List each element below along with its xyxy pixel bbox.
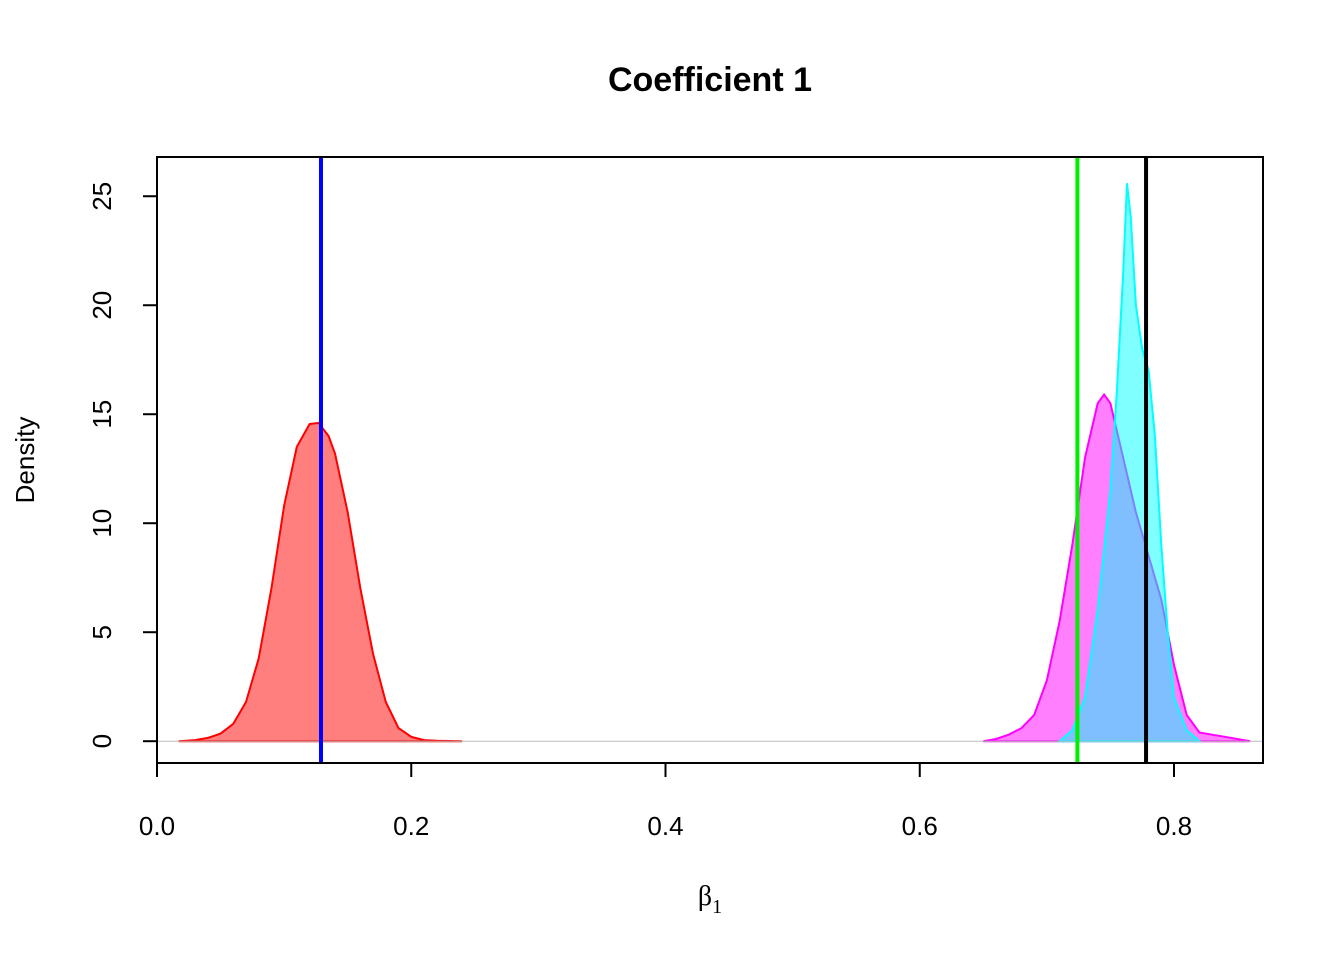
density-area-3	[1056, 183, 1203, 743]
x-tick-label: 0.4	[647, 811, 683, 841]
y-tick-label: 5	[87, 625, 117, 639]
y-axis: 0 5 10 15 20 25	[87, 182, 158, 748]
x-axis-label: β1	[698, 881, 722, 918]
x-tick-label: 0.2	[393, 811, 429, 841]
chart-title: Coefficient 1	[608, 61, 812, 99]
y-tick-label: 25	[87, 182, 117, 211]
x-tick-label: 0.8	[1156, 811, 1192, 841]
series-layer	[178, 183, 1251, 743]
x-axis-label-symbol: β	[698, 881, 712, 912]
x-axis-label-subscript: 1	[712, 896, 722, 918]
y-tick-label: 15	[87, 400, 117, 429]
y-axis-label: Density	[10, 417, 40, 504]
x-tick-label: 0.6	[902, 811, 938, 841]
x-tick-label: 0.0	[139, 811, 175, 841]
y-tick-label: 20	[87, 291, 117, 320]
y-tick-label: 10	[87, 509, 117, 538]
x-axis: 0.0 0.2 0.4 0.6 0.8	[139, 762, 1192, 841]
reference-lines	[318, 157, 1149, 763]
y-tick-label: 0	[87, 734, 117, 748]
